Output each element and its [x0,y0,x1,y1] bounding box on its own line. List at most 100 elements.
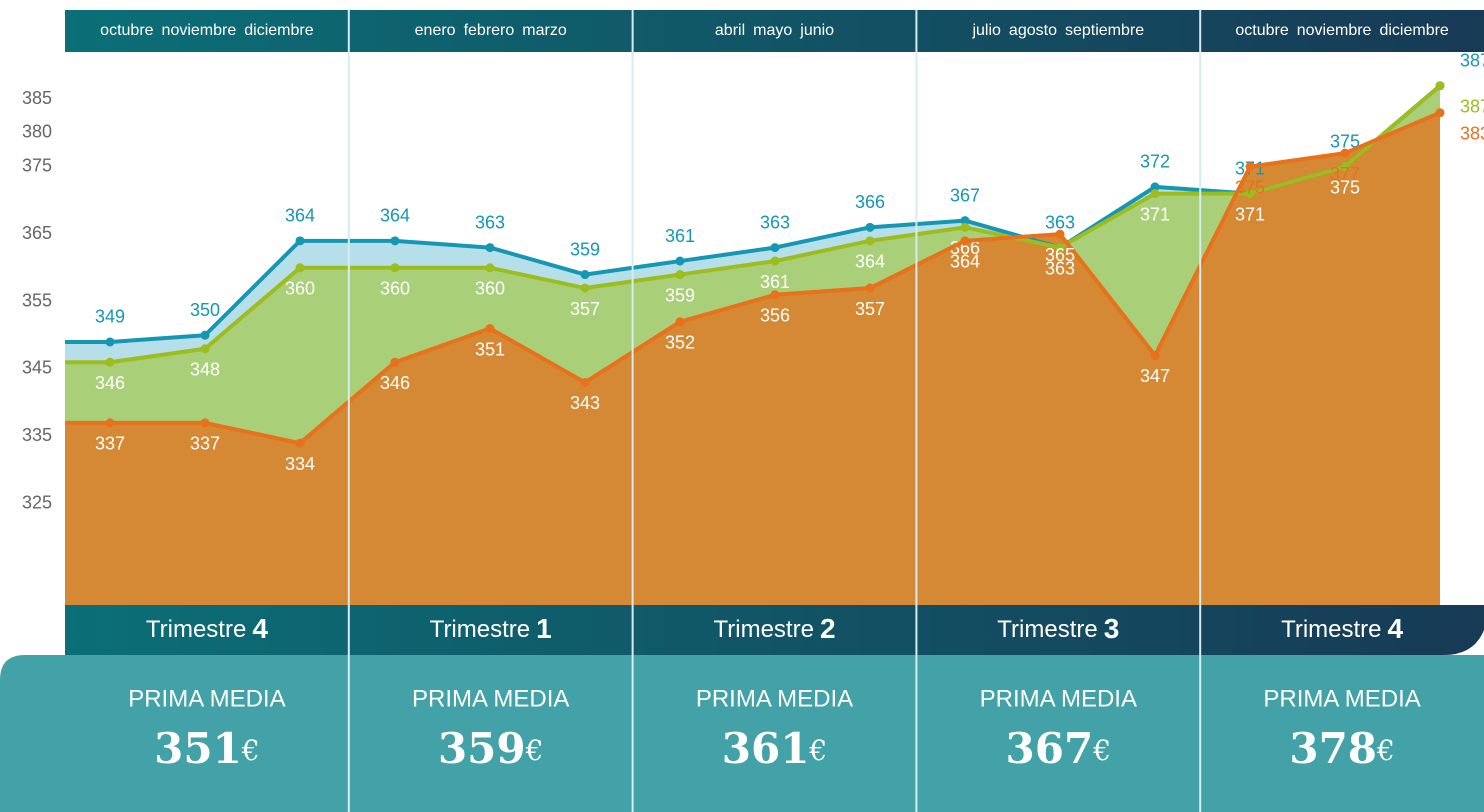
point [390,236,400,246]
data-label: 387 [1460,96,1484,116]
point [1245,162,1255,172]
avg-number: 367 [1006,724,1094,773]
month-header: octubre noviembre diciembre [100,22,314,39]
avg-label: PRIMA MEDIA [696,685,853,712]
data-label: 357 [855,299,885,319]
data-label: 360 [380,279,410,299]
data-label: 347 [1140,366,1170,386]
month-label: septiembre [1065,22,1144,39]
quarter-number: 4 [252,613,268,644]
month-label: noviembre [1297,22,1372,39]
data-label: 337 [190,434,220,454]
data-label: 361 [665,226,695,246]
point [770,290,780,300]
y-tick-label: 345 [22,358,52,378]
avg-number: 378 [1289,724,1377,773]
month-label: marzo [522,22,567,39]
quarter-word: Trimestre [146,616,246,643]
month-label: diciembre [1379,22,1448,39]
point [200,330,210,340]
data-label: 377 [1330,164,1360,184]
quarter-number: 2 [820,613,836,644]
quarter-word: Trimestre [997,616,1097,643]
avg-currency: € [241,734,260,767]
data-label: 363 [760,212,790,232]
avg-label: PRIMA MEDIA [1263,685,1420,712]
month-header: enero febrero marzo [415,22,567,39]
quarter-word: Trimestre [713,616,813,643]
data-label: 334 [285,454,315,474]
avg-label: PRIMA MEDIA [980,685,1137,712]
point [865,283,875,293]
y-tick-label: 365 [22,223,52,243]
avg-value: 361€ [722,724,828,773]
month-header: abril mayo junio [715,22,834,39]
data-label: 363 [475,212,505,232]
data-label: 375 [1330,177,1360,197]
point [105,418,115,428]
point [295,438,305,448]
data-label: 360 [285,279,315,299]
point [675,270,685,280]
data-label: 363 [1045,212,1075,232]
point [580,270,590,280]
avg-currency: € [1376,734,1395,767]
avg-currency: € [808,734,827,767]
point [105,337,115,347]
quarter-word: Trimestre [1281,616,1381,643]
quarter-label: Trimestre 3 [997,613,1119,644]
point [1340,162,1350,172]
month-label: diciembre [244,22,313,39]
point [1245,189,1255,199]
avg-currency: € [525,734,544,767]
point [960,216,970,226]
avg-label: PRIMA MEDIA [412,685,569,712]
point [1055,229,1065,239]
quarter-number: 4 [1388,613,1404,644]
y-tick-label: 355 [22,290,52,310]
point [485,324,495,333]
avg-value: 378€ [1289,724,1395,773]
data-label: 364 [855,252,885,272]
point [770,243,780,253]
avg-value: 359€ [438,724,544,773]
point [675,317,685,327]
quarter-label: Trimestre 4 [146,613,268,644]
month-label: agosto [1009,22,1057,39]
data-label: 349 [95,307,125,327]
point [1055,243,1065,253]
data-label: 351 [475,339,505,359]
data-label: 364 [380,206,410,226]
quarter-number: 3 [1104,613,1120,644]
y-tick-label: 380 [22,122,52,142]
header-bar [65,10,1484,52]
point [1435,81,1445,91]
data-label: 357 [570,299,600,319]
point [485,243,495,253]
data-label: 365 [1045,245,1075,265]
point [1150,182,1160,192]
data-label: 346 [380,373,410,393]
avg-currency: € [1092,734,1111,767]
quarter-label: Trimestre 1 [430,613,552,644]
avg-label: PRIMA MEDIA [128,685,285,712]
data-label: 364 [950,252,980,272]
quarter-label: Trimestre 2 [713,613,835,644]
point [1150,189,1160,199]
data-label: 360 [475,279,505,299]
point [390,357,400,367]
data-label: 372 [1140,152,1170,172]
point [865,236,875,246]
month-label: octubre [100,22,153,39]
point [485,263,495,273]
point [1340,148,1350,158]
data-label: 348 [190,359,220,379]
data-label: 367 [950,185,980,205]
y-tick-label: 325 [22,493,52,513]
data-label: 350 [190,300,220,320]
data-label: 346 [95,373,125,393]
point [960,222,970,232]
y-tick-label: 375 [22,155,52,175]
point [865,222,875,232]
month-label: febrero [464,22,515,39]
